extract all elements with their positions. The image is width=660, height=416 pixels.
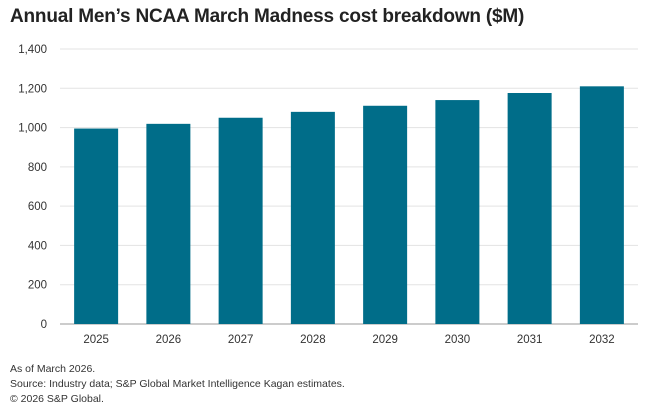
bar-2027 (218, 117, 263, 324)
chart-title: Annual Men’s NCAA March Madness cost bre… (10, 6, 525, 27)
y-tick-label: 200 (28, 280, 47, 292)
x-tick-label: 2025 (83, 334, 109, 346)
x-tick-label: 2029 (372, 334, 398, 346)
y-tick-label: 600 (28, 201, 47, 213)
x-tick-label: 2032 (589, 334, 615, 346)
footnote-copyright: © 2026 S&P Global. (10, 393, 104, 405)
y-tick-label: 1,200 (18, 83, 47, 95)
x-tick-label: 2030 (445, 334, 471, 346)
y-tick-label: 1,000 (18, 123, 47, 135)
bar-2029 (363, 105, 408, 325)
x-tick-label: 2028 (300, 334, 326, 346)
x-tick-label: 2031 (517, 334, 543, 346)
bar-2025 (74, 128, 119, 324)
bar-chart: 0 200 400 600 800 1,000 1,200 1,400 2025 2026 2027… (18, 44, 638, 346)
y-tick-label: 1,400 (18, 44, 47, 56)
bar-2031 (507, 93, 552, 324)
footnote-source: Source: Industry data; S&P Global Market… (10, 378, 345, 390)
bar-2026 (146, 123, 191, 324)
bar-2032 (579, 86, 624, 324)
bar-2030 (435, 100, 480, 324)
y-tick-label: 400 (28, 240, 47, 252)
bar-2028 (290, 111, 335, 324)
x-tick-label: 2026 (156, 334, 182, 346)
y-tick-label: 800 (28, 162, 47, 174)
footnote-date: As of March 2026. (10, 363, 96, 375)
y-tick-label: 0 (41, 319, 47, 331)
x-tick-label: 2027 (228, 334, 254, 346)
